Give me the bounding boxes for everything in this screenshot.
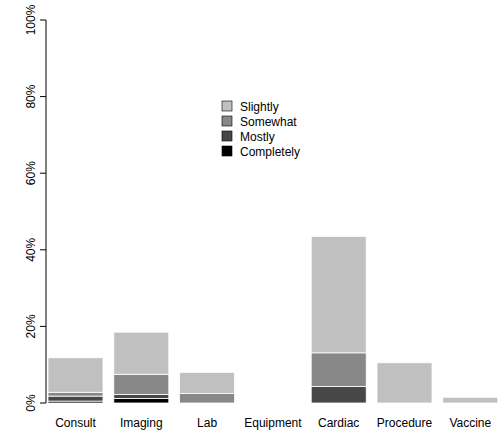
chart: 0% 20% 40% 60% 80% 100% Consult Imaging Lab Equip… [0,0,500,433]
x-tick-label: Vaccine [449,416,491,430]
y-tick [40,249,46,250]
legend: SlightlySomewhatMostlyCompletely [222,100,300,159]
x-tick-label: Consult [55,416,96,430]
bar-segment [245,403,300,404]
bar-segment [311,236,366,352]
y-tick-label: 0% [24,394,38,412]
legend-swatch [222,116,232,126]
bar-segment [311,387,366,403]
y-tick [40,326,46,327]
legend-swatch [222,131,232,141]
bar-segment [180,372,235,393]
y-tick-label: 100% [24,4,38,35]
bar-segment [245,403,300,404]
bar-segment [245,403,300,404]
y-tick-label: 20% [24,314,38,338]
y-tick [40,20,46,21]
y-tick-label: 60% [24,161,38,185]
bar-segment [311,353,366,387]
bar-segment [114,374,169,394]
bar-segment [114,332,169,374]
x-tick-label: Imaging [120,416,163,430]
bar-segment [245,403,300,404]
legend-label: Completely [240,145,300,159]
y-tick-label: 80% [24,84,38,108]
legend-label: Slightly [240,100,279,114]
y-axis [46,20,47,403]
bar-segment [443,397,498,403]
legend-label: Somewhat [240,115,297,129]
bars [48,236,498,403]
x-tick-label: Procedure [377,416,433,430]
y-tick-label: 40% [24,237,38,261]
x-tick-label: Lab [197,416,217,430]
x-tick-label: Equipment [244,416,302,430]
x-tick-label: Cardiac [318,416,359,430]
legend-swatch [222,146,232,156]
bar-segment [114,398,169,403]
bar-segment [377,363,432,403]
bar-segment [180,393,235,403]
bar-segment [48,396,103,401]
bar-segment [48,392,103,396]
legend-swatch [222,101,232,111]
y-tick [40,96,46,97]
bar-segment [48,358,103,392]
y-tick [40,403,46,404]
y-tick [40,173,46,174]
bar-segment [114,395,169,399]
legend-label: Mostly [240,130,275,144]
